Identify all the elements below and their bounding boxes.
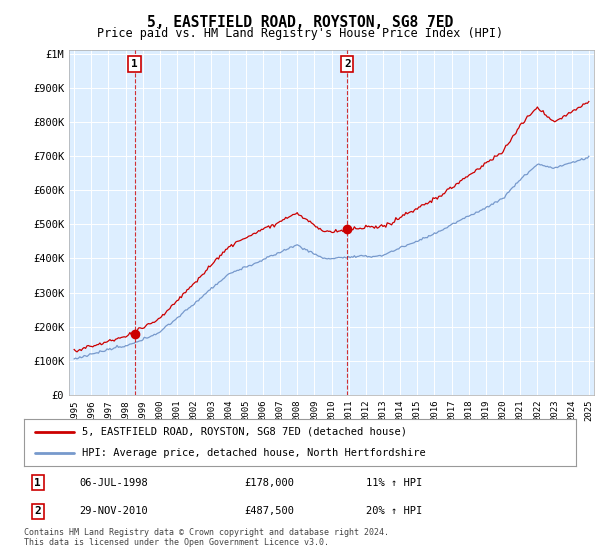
- Text: £178,000: £178,000: [245, 478, 295, 488]
- Text: Contains HM Land Registry data © Crown copyright and database right 2024.
This d: Contains HM Land Registry data © Crown c…: [24, 528, 389, 547]
- Text: Price paid vs. HM Land Registry's House Price Index (HPI): Price paid vs. HM Land Registry's House …: [97, 27, 503, 40]
- Text: 1: 1: [34, 478, 41, 488]
- Text: 29-NOV-2010: 29-NOV-2010: [79, 506, 148, 516]
- Text: £487,500: £487,500: [245, 506, 295, 516]
- Text: HPI: Average price, detached house, North Hertfordshire: HPI: Average price, detached house, Nort…: [82, 449, 426, 459]
- Text: 2: 2: [34, 506, 41, 516]
- Text: 5, EASTFIELD ROAD, ROYSTON, SG8 7ED: 5, EASTFIELD ROAD, ROYSTON, SG8 7ED: [147, 15, 453, 30]
- Text: 11% ↑ HPI: 11% ↑ HPI: [366, 478, 422, 488]
- Text: 1: 1: [131, 59, 138, 69]
- Text: 5, EASTFIELD ROAD, ROYSTON, SG8 7ED (detached house): 5, EASTFIELD ROAD, ROYSTON, SG8 7ED (det…: [82, 427, 407, 437]
- Text: 20% ↑ HPI: 20% ↑ HPI: [366, 506, 422, 516]
- Text: 2: 2: [344, 59, 350, 69]
- Text: 06-JUL-1998: 06-JUL-1998: [79, 478, 148, 488]
